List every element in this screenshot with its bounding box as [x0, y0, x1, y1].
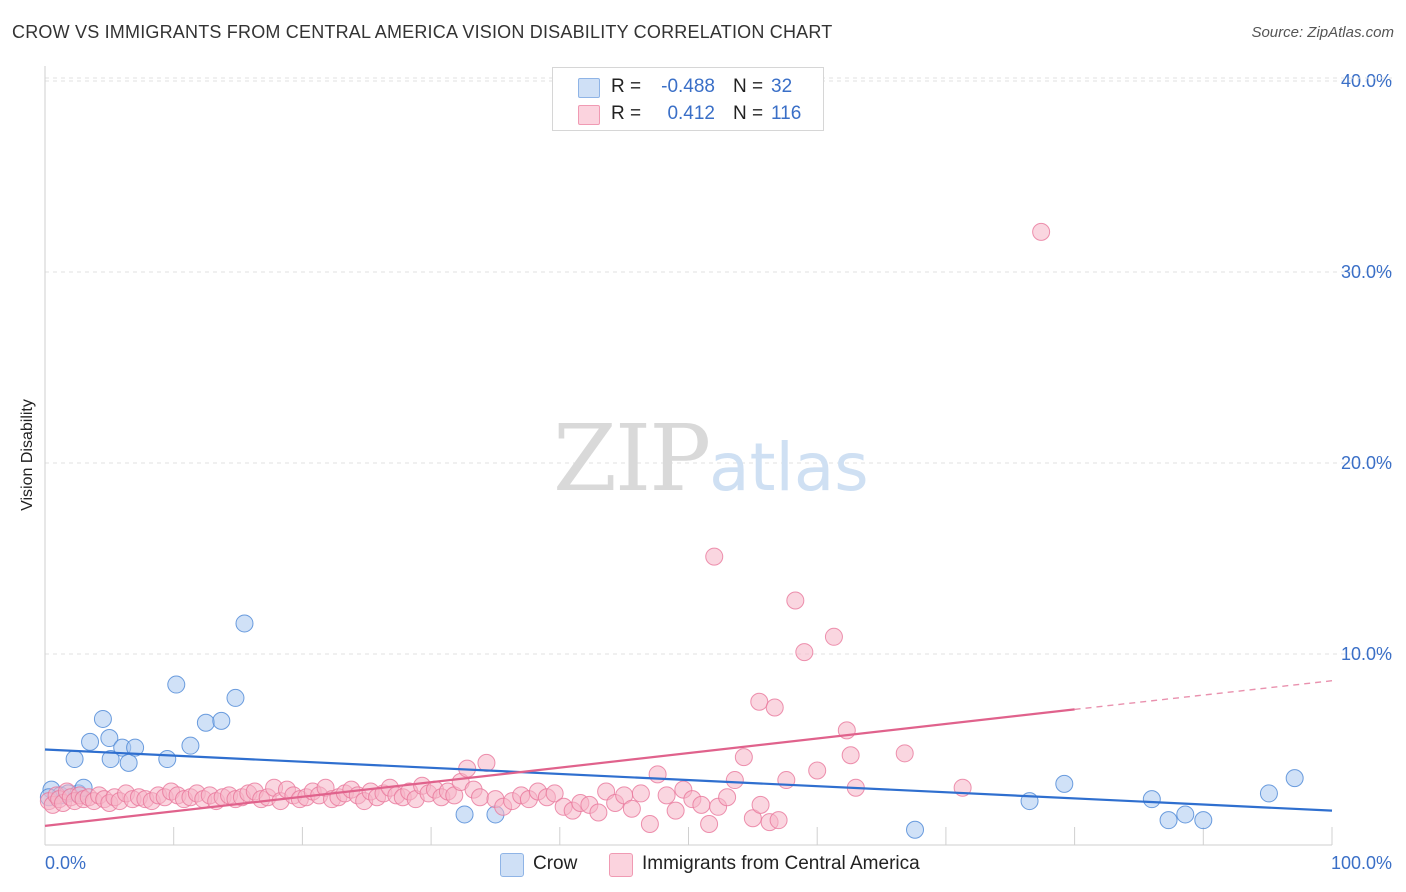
y-tick-label: 40.0% [1341, 71, 1392, 91]
immigrants-point [808, 761, 827, 780]
n-label: N = [733, 76, 764, 97]
immigrants-point [725, 771, 744, 790]
immigrants-point [705, 547, 724, 566]
crow-point [65, 750, 84, 769]
crow-point [1142, 790, 1161, 809]
immigrants-trendline [44, 708, 1075, 827]
crow-point [181, 736, 200, 755]
immigrants-trendline-extension [1074, 680, 1333, 711]
crow-point [101, 750, 120, 769]
n-label: N = [733, 103, 764, 124]
r-value: -0.488 [661, 76, 715, 97]
immigrants-point [718, 788, 737, 807]
stats-row-immigrants: R = 0.412 N = 116 [553, 102, 823, 128]
immigrants-point [640, 814, 659, 833]
crow-point [906, 820, 925, 839]
r-label: R = [611, 76, 642, 97]
crow-point [1176, 805, 1195, 824]
immigrants-point [657, 786, 676, 805]
x-tick-label: 100.0% [1331, 853, 1392, 873]
crow-swatch [578, 78, 600, 98]
crow-point [455, 805, 474, 824]
y-axis-label: Vision Disability [19, 399, 36, 511]
immigrants-point [471, 788, 490, 807]
crow-point [167, 675, 186, 694]
immigrants-point [769, 811, 788, 830]
immigrants-point [666, 801, 685, 820]
watermark-atlas: atlas [709, 429, 869, 506]
r-value: 0.412 [667, 103, 715, 124]
immigrants-point [631, 784, 650, 803]
immigrants-point [751, 795, 770, 814]
immigrants-point [795, 643, 814, 662]
immigrants-point [648, 765, 667, 784]
r-label: R = [611, 103, 642, 124]
y-tick-label: 20.0% [1341, 453, 1392, 473]
immigrants-point [700, 814, 719, 833]
immigrants-point [786, 591, 805, 610]
immigrants-point [589, 803, 608, 822]
legend-label: Immigrants from Central America [642, 853, 920, 874]
immigrants-legend-swatch [609, 853, 633, 877]
immigrants-point [841, 746, 860, 765]
zipatlas-watermark: ZIPatlas [553, 405, 869, 512]
immigrants-point [545, 784, 564, 803]
crow-point [100, 729, 119, 748]
crow-point [196, 713, 215, 732]
immigrants-point [477, 753, 496, 772]
immigrants-swatch [578, 105, 600, 125]
immigrants-point [622, 799, 641, 818]
crow-point [212, 711, 231, 730]
crow-point [81, 732, 100, 751]
immigrants-point [692, 795, 711, 814]
crow-point [1055, 774, 1074, 793]
immigrants-point [750, 692, 769, 711]
immigrants-point [743, 809, 762, 828]
crow-point [93, 709, 112, 728]
immigrants-point [765, 698, 784, 717]
crow-point [1159, 811, 1178, 830]
immigrants-point [824, 627, 843, 646]
crow-legend-swatch [500, 853, 524, 877]
stats-row-crow: R = -0.488 N = 32 [553, 75, 823, 101]
crow-point [1259, 784, 1278, 803]
crow-point [235, 614, 254, 633]
n-value: 32 [771, 76, 793, 97]
crow-point [1285, 769, 1304, 788]
chart-source: Source: ZipAtlas.com [1251, 24, 1394, 41]
chart-legend: Crow Immigrants from Central America [0, 852, 1406, 878]
chart-title: CROW VS IMMIGRANTS FROM CENTRAL AMERICA … [12, 22, 833, 42]
crow-trendline [44, 748, 1333, 812]
watermark-zip: ZIP [553, 405, 711, 512]
crow-point [119, 753, 138, 772]
immigrants-point [734, 748, 753, 767]
correlation-stats-box: R = -0.488 N = 32 R = 0.412 N = 116 [552, 67, 824, 131]
crow-point [126, 738, 145, 757]
crow-point [1194, 811, 1213, 830]
legend-label: Crow [533, 853, 578, 874]
immigrants-point [895, 744, 914, 763]
immigrants-point [1032, 222, 1051, 241]
crow-point [226, 688, 245, 707]
y-tick-label: 30.0% [1341, 262, 1392, 282]
crow-point [158, 750, 177, 769]
x-tick-label: 0.0% [45, 853, 86, 873]
y-tick-label: 10.0% [1341, 644, 1392, 664]
n-value: 116 [771, 103, 802, 124]
